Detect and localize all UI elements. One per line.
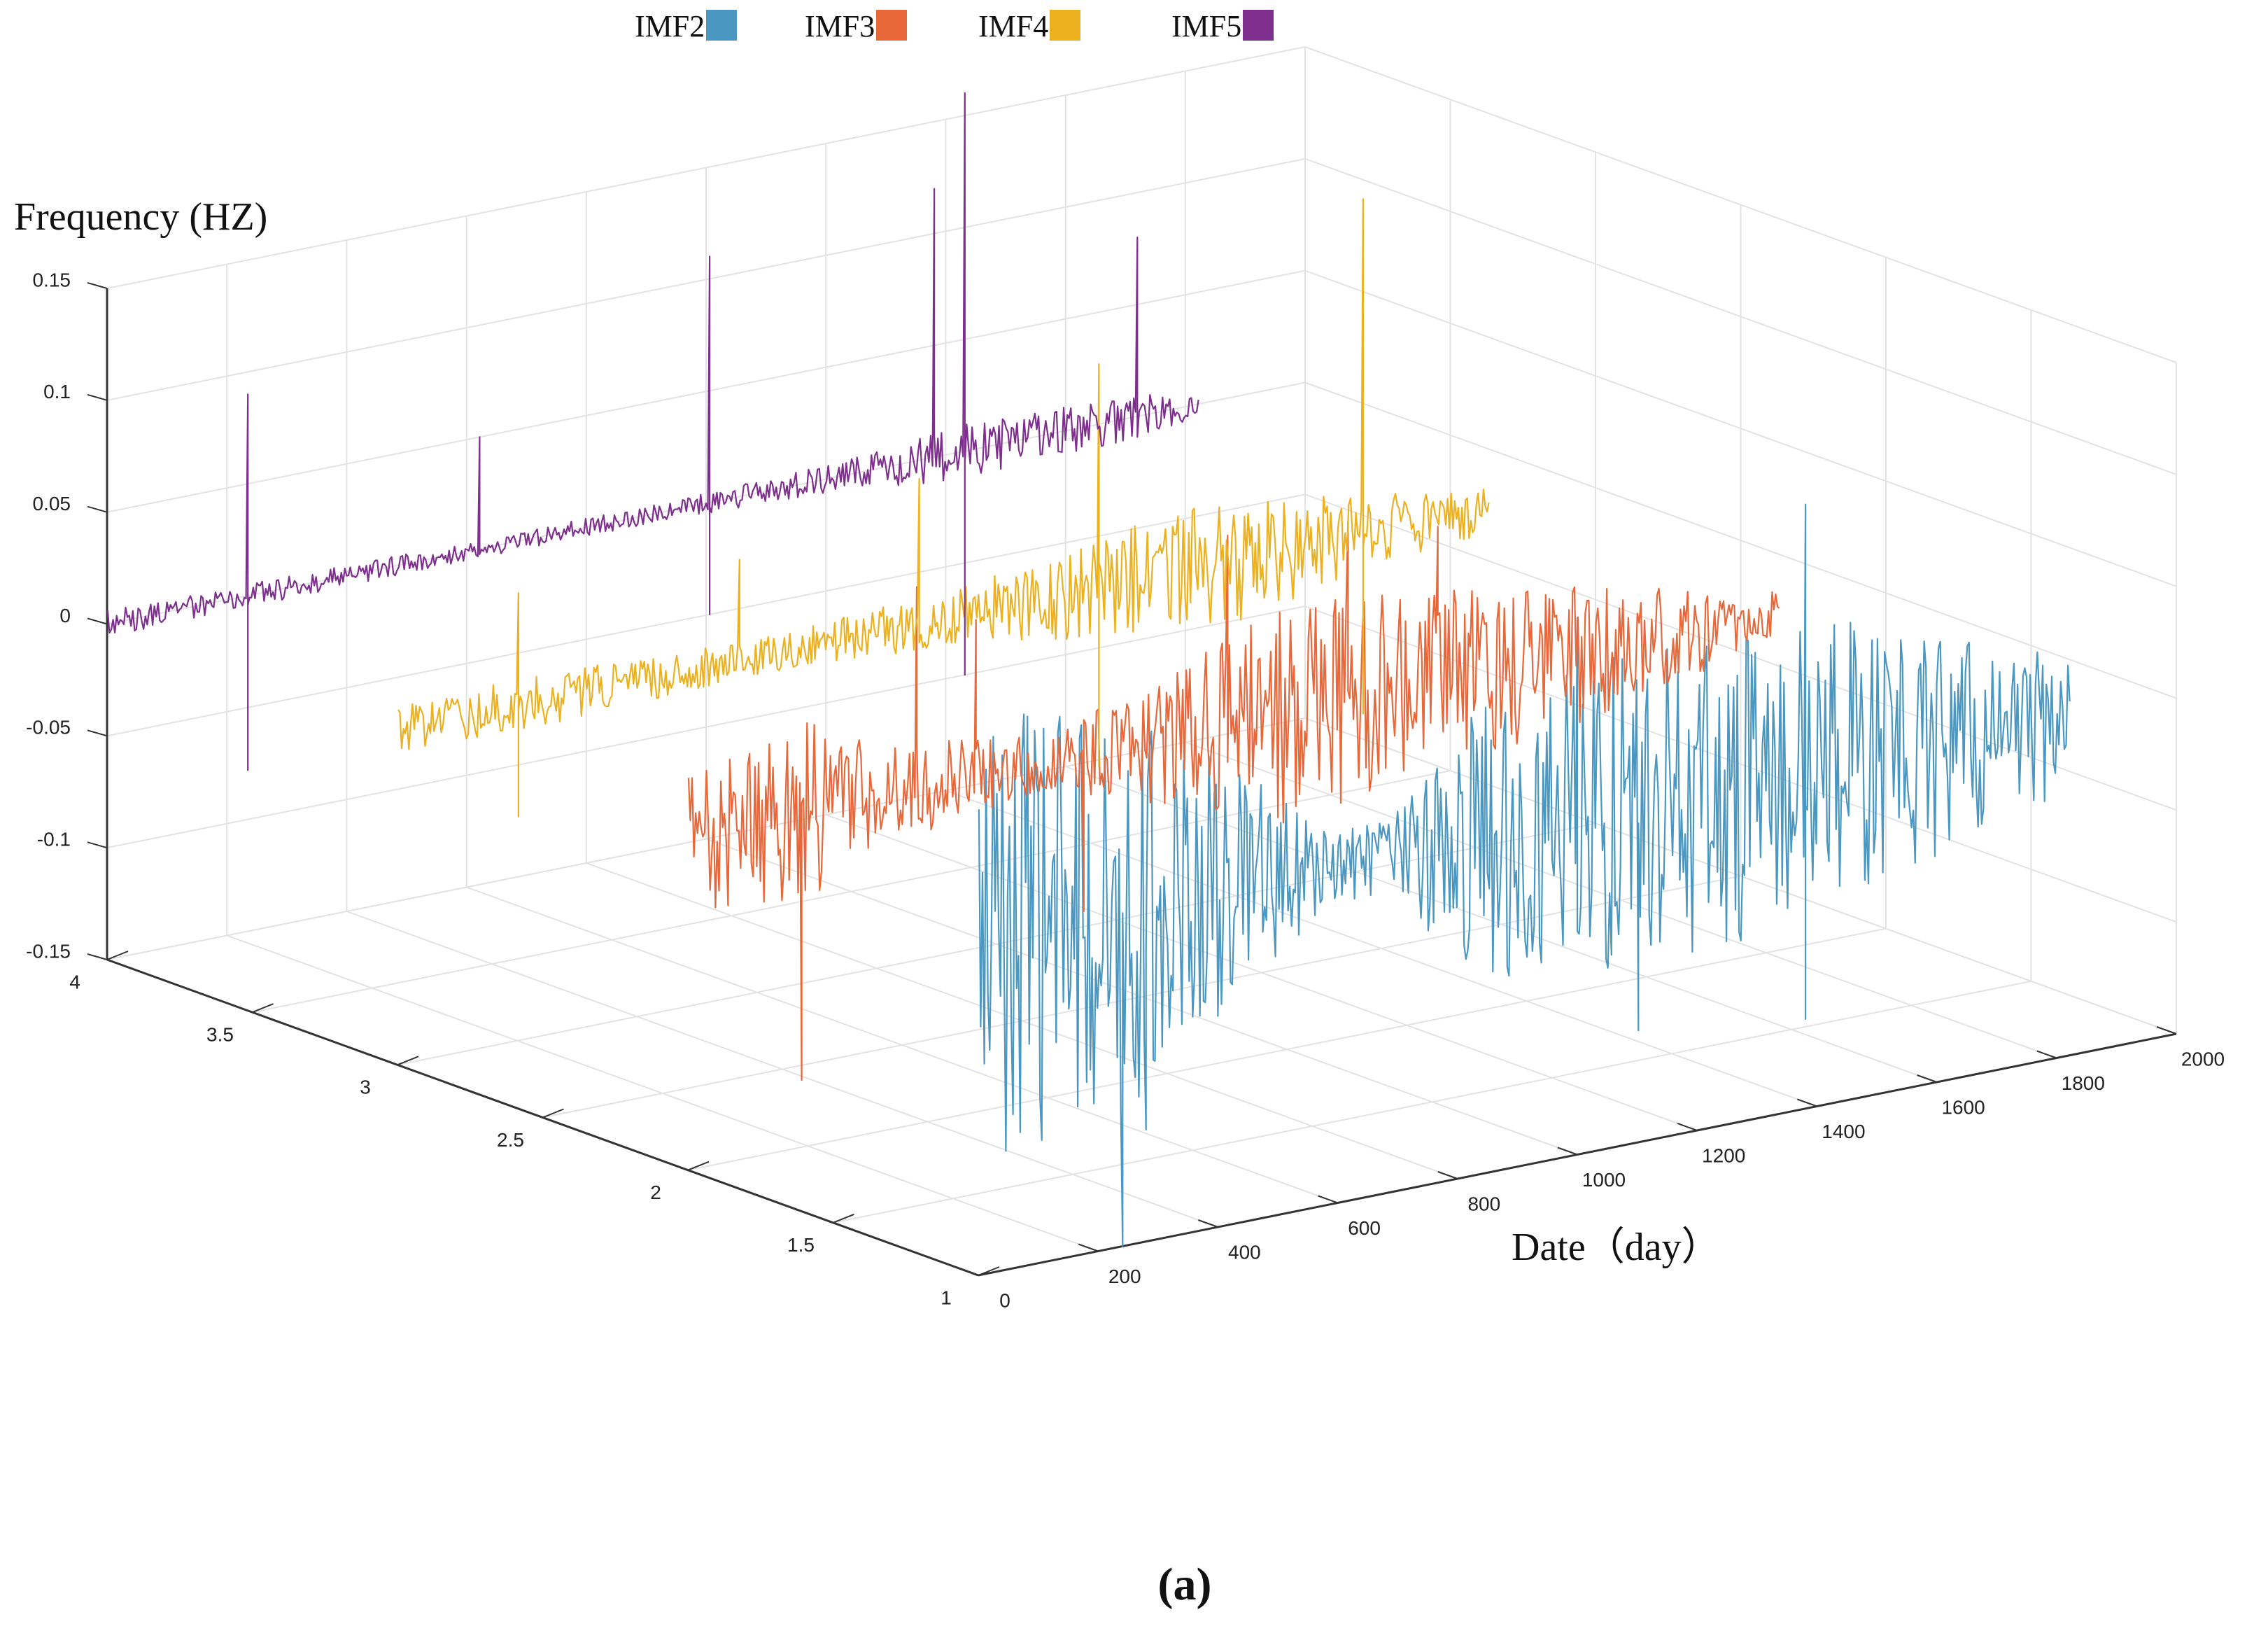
z-tick-label: 0.05 bbox=[33, 493, 71, 514]
axes bbox=[87, 282, 2177, 1277]
z-tick-label: 0.1 bbox=[43, 381, 71, 402]
y-tick bbox=[106, 951, 129, 960]
y-tick-label: 4 bbox=[69, 971, 80, 993]
y-tick-label: 2.5 bbox=[497, 1129, 524, 1151]
grid-line bbox=[687, 927, 1887, 1171]
y-tick bbox=[833, 1213, 854, 1224]
legend-swatch bbox=[1050, 10, 1080, 41]
z-tick bbox=[87, 841, 108, 849]
grid-line bbox=[1304, 381, 2177, 699]
y-tick bbox=[687, 1161, 710, 1171]
z-tick bbox=[87, 282, 108, 289]
y-tick-label: 1.5 bbox=[787, 1234, 815, 1256]
series-line-imf3 bbox=[687, 521, 1780, 1081]
series-line-imf5 bbox=[106, 92, 1199, 771]
z-tick-label: -0.1 bbox=[37, 829, 71, 850]
z-tick-label: 0 bbox=[59, 605, 71, 626]
x-tick-label: 200 bbox=[1108, 1266, 1141, 1287]
y-tick-label: 1 bbox=[941, 1287, 952, 1308]
legend-item-imf3: IMF3 bbox=[805, 9, 907, 43]
grid-line bbox=[397, 822, 1596, 1066]
x-tick-label: 2000 bbox=[2181, 1048, 2225, 1070]
legend: IMF2 IMF3 IMF4 IMF5 bbox=[635, 9, 1274, 43]
y-tick-label: 2 bbox=[650, 1182, 661, 1203]
x-tick bbox=[1198, 1219, 1218, 1228]
z-tick bbox=[87, 505, 108, 513]
tick-labels: 0 200 400 600 800 1000 1200 1400 1600 1800 2000 1 1.… bbox=[26, 269, 2225, 1311]
y-tick bbox=[397, 1056, 419, 1066]
z-tick bbox=[87, 953, 108, 960]
legend-label: IMF3 bbox=[805, 9, 875, 43]
legend-label: IMF5 bbox=[1171, 9, 1241, 43]
z-tick bbox=[87, 393, 108, 401]
x-tick-label: 1200 bbox=[1702, 1144, 1745, 1166]
grid-line bbox=[106, 605, 1306, 849]
x-tick-label: 1000 bbox=[1582, 1169, 1626, 1191]
x-tick bbox=[1437, 1171, 1458, 1179]
legend-label: IMF4 bbox=[978, 9, 1048, 43]
x-tick bbox=[1078, 1243, 1099, 1252]
legend-swatch bbox=[876, 10, 907, 41]
legend-item-imf4: IMF4 bbox=[978, 9, 1080, 43]
z-tick bbox=[87, 729, 108, 737]
legend-swatch bbox=[1243, 10, 1274, 41]
x-axis-label: Date（day） bbox=[1512, 1226, 1721, 1269]
x-tick-label: 600 bbox=[1348, 1217, 1381, 1239]
y-tick-label: 3.5 bbox=[206, 1024, 234, 1046]
series-line-imf2 bbox=[978, 503, 2071, 1247]
z-tick-label: -0.15 bbox=[26, 940, 71, 962]
grid-line bbox=[106, 493, 1306, 737]
x-tick-label: 1800 bbox=[2062, 1072, 2105, 1094]
x-tick-label: 800 bbox=[1467, 1193, 1500, 1214]
grid-line bbox=[106, 157, 1306, 401]
grid-line bbox=[1304, 717, 2177, 1035]
y-tick bbox=[978, 1266, 1000, 1276]
grid-line bbox=[252, 770, 1451, 1014]
y-tick bbox=[252, 1003, 274, 1014]
legend-item-imf2: IMF2 bbox=[635, 9, 737, 43]
x-tick-label: 1600 bbox=[1941, 1096, 1985, 1118]
figure-caption: (a) bbox=[1158, 1559, 1212, 1610]
grid-line bbox=[1304, 493, 2177, 811]
z-tick-label: 0.15 bbox=[33, 269, 71, 290]
grid-line bbox=[106, 269, 1306, 513]
x-tick bbox=[1917, 1074, 1937, 1083]
x-tick bbox=[1677, 1123, 1698, 1131]
x-tick-label: 1400 bbox=[1822, 1121, 1865, 1142]
y-tick-label: 3 bbox=[360, 1077, 371, 1098]
x-tick bbox=[1318, 1195, 1338, 1204]
grid-lines bbox=[106, 46, 2177, 1276]
legend-label: IMF2 bbox=[635, 9, 705, 43]
z-axis-label: Frequency (HZ) bbox=[14, 195, 267, 239]
x-tick bbox=[1797, 1098, 1817, 1107]
legend-item-imf5: IMF5 bbox=[1171, 9, 1274, 43]
x-tick-label: 400 bbox=[1228, 1241, 1261, 1263]
x-tick bbox=[1557, 1147, 1578, 1156]
grid-line bbox=[1304, 269, 2177, 587]
y-tick bbox=[542, 1108, 564, 1119]
series-lines bbox=[106, 92, 2071, 1247]
z-tick bbox=[87, 617, 108, 625]
x-tick bbox=[2036, 1050, 2057, 1059]
grid-line bbox=[1304, 46, 2177, 363]
grid-line bbox=[1304, 157, 2177, 475]
legend-swatch bbox=[706, 10, 737, 41]
x-tick bbox=[2156, 1026, 2177, 1035]
series-line-imf4 bbox=[397, 198, 1490, 818]
x-tick-label: 0 bbox=[999, 1289, 1010, 1311]
grid-line bbox=[833, 980, 2031, 1224]
z-tick-label: -0.05 bbox=[26, 717, 71, 738]
grid-line bbox=[106, 46, 1306, 289]
x-tick bbox=[958, 1268, 979, 1276]
